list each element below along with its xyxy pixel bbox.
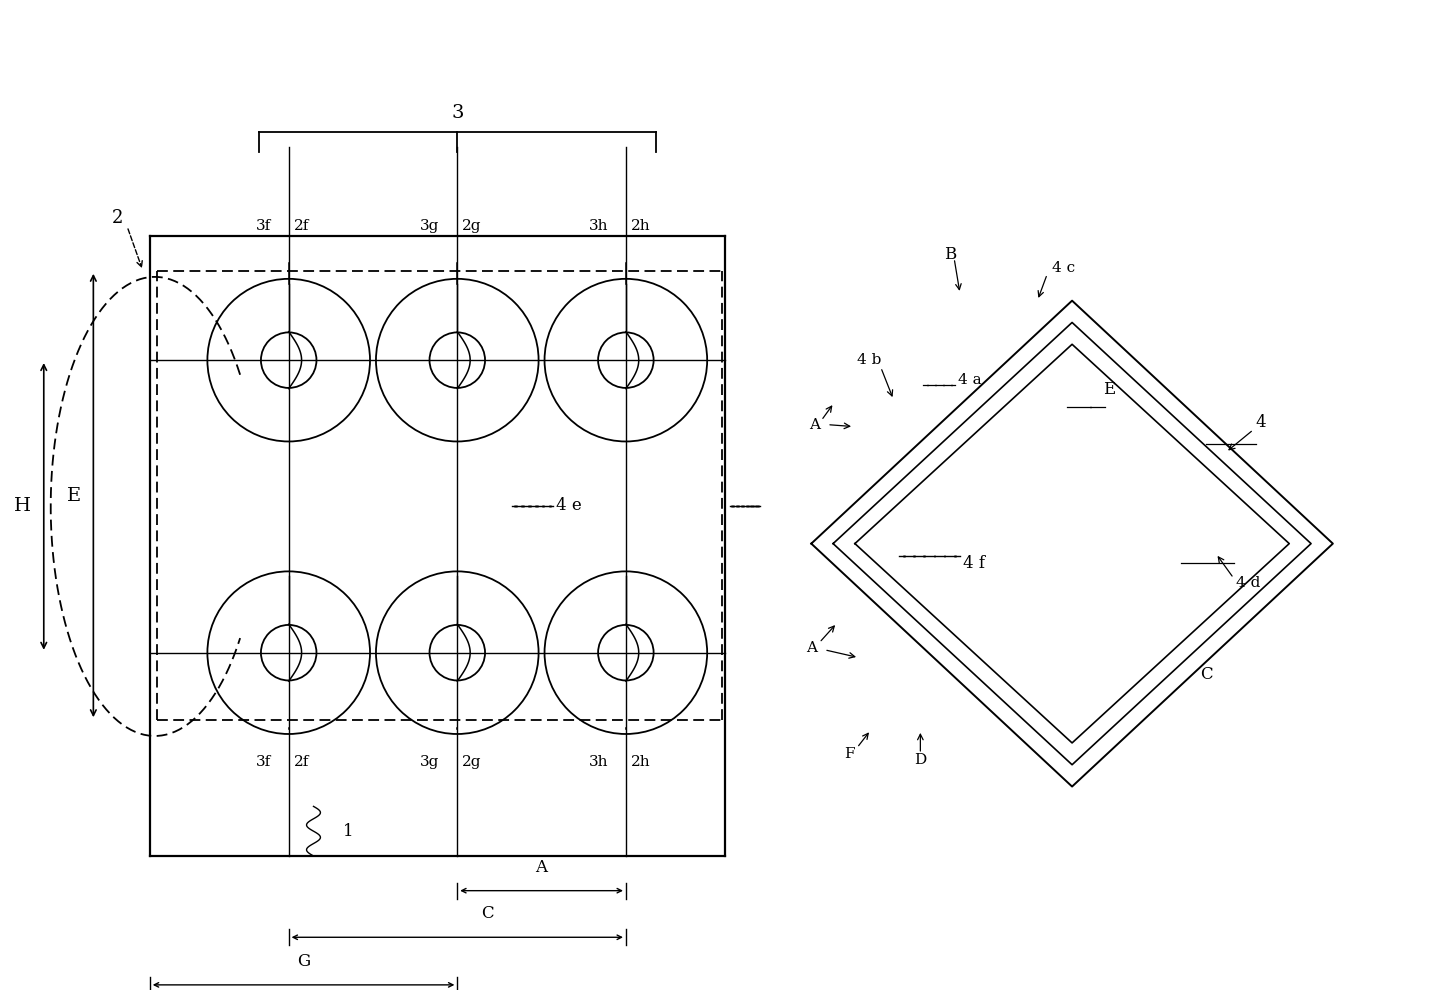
Text: 4 c: 4 c [1052, 261, 1075, 275]
Text: 4 a: 4 a [958, 373, 982, 387]
Text: 3f: 3f [256, 754, 270, 768]
Text: 4 f: 4 f [963, 555, 985, 572]
Text: C: C [481, 906, 494, 922]
Text: 2: 2 [112, 210, 124, 228]
Text: 3g: 3g [420, 754, 439, 768]
Text: H: H [13, 497, 31, 516]
Text: 4: 4 [1255, 414, 1266, 431]
Text: 2f: 2f [294, 754, 309, 768]
Text: 2h: 2h [631, 220, 651, 234]
Text: A: A [806, 641, 817, 655]
Text: 4 d: 4 d [1235, 577, 1260, 590]
Text: B: B [944, 246, 956, 262]
Text: A: A [809, 417, 819, 431]
Text: 2f: 2f [294, 220, 309, 234]
Text: 4 e: 4 e [556, 497, 583, 515]
Text: 2h: 2h [631, 754, 651, 768]
Text: 2g: 2g [462, 220, 482, 234]
Text: D: D [914, 752, 927, 766]
Text: E: E [1103, 382, 1114, 399]
Text: 3: 3 [450, 104, 464, 122]
Text: F: F [844, 746, 854, 760]
Text: G: G [296, 953, 309, 970]
Text: 1: 1 [343, 823, 355, 840]
Text: A: A [536, 859, 548, 876]
Text: 2g: 2g [462, 754, 482, 768]
Text: 3g: 3g [420, 220, 439, 234]
Text: 3h: 3h [588, 220, 607, 234]
Text: 3f: 3f [256, 220, 270, 234]
Text: E: E [67, 486, 80, 505]
Text: 4 b: 4 b [857, 353, 881, 367]
Text: 3h: 3h [588, 754, 607, 768]
Text: C: C [1200, 666, 1212, 683]
